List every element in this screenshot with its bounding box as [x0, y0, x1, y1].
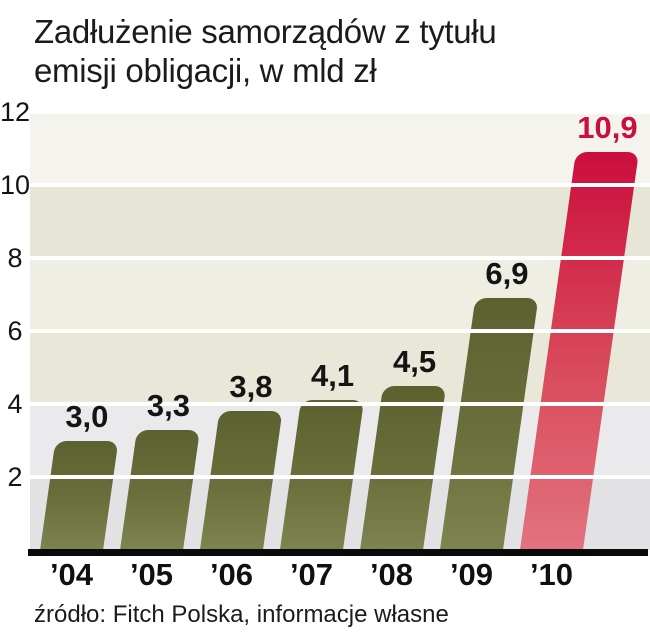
background-band: [30, 258, 650, 331]
bar-value-label: 10,9: [577, 110, 638, 146]
background-band: [30, 112, 650, 185]
gridline: [30, 256, 650, 260]
gridline: [30, 329, 650, 333]
x-axis-year-label: ’08: [369, 557, 414, 592]
bar-value-label: 3,0: [65, 398, 109, 434]
chart-title: Zadłużenie samorządów z tytułu emisji ob…: [34, 12, 497, 90]
bar-value-label: 6,9: [485, 256, 529, 292]
y-axis-tick-label: 12: [0, 97, 31, 127]
bar-value-label: 3,3: [146, 387, 190, 423]
bar-value-label: 4,5: [393, 343, 437, 379]
x-axis-year-label: ’04: [49, 557, 94, 592]
gridline: [30, 183, 650, 187]
source-caption: źródło: Fitch Polska, informacje własne: [34, 601, 449, 628]
gridline: [30, 475, 650, 479]
x-axis-year-label: ’07: [289, 557, 334, 592]
x-axis-year-label: ’05: [129, 557, 174, 592]
gridline: [30, 402, 650, 406]
y-axis-tick-label: 4: [7, 389, 23, 419]
x-axis-year-label: ’10: [529, 557, 574, 592]
chart-title-line1: Zadłużenie samorządów z tytułu: [34, 13, 497, 50]
y-axis-tick-label: 2: [7, 462, 23, 492]
x-axis-line: [28, 549, 648, 556]
x-axis-year-label: ’06: [209, 557, 254, 592]
x-axis-year-label: ’09: [449, 557, 494, 592]
gridline: [30, 110, 650, 114]
background-band: [30, 185, 650, 258]
bar-value-label: 3,8: [229, 369, 273, 405]
chart-title-line2: emisji obligacji, w mld zł: [34, 52, 377, 89]
y-axis-tick-label: 6: [7, 316, 23, 346]
y-axis-tick-label: 8: [7, 243, 23, 273]
y-axis-tick-label: 10: [0, 170, 31, 200]
bar-value-label: 4,1: [310, 358, 355, 394]
